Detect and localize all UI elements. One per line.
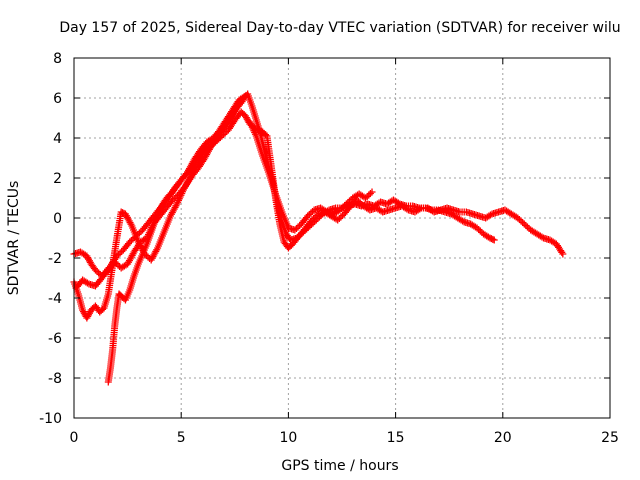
data-point bbox=[484, 233, 492, 241]
data-point bbox=[519, 219, 527, 226]
y-tick-label: 6 bbox=[53, 91, 62, 107]
data-point bbox=[169, 196, 177, 204]
chart-title: Day 157 of 2025, Sidereal Day-to-day VTE… bbox=[59, 20, 620, 36]
data-point bbox=[362, 194, 370, 202]
y-tick-label: 2 bbox=[53, 171, 62, 187]
data-point bbox=[356, 199, 364, 207]
data-points bbox=[70, 90, 567, 386]
data-point bbox=[490, 236, 498, 244]
data-point bbox=[93, 268, 101, 275]
data-point bbox=[304, 212, 312, 220]
data-point bbox=[515, 216, 523, 223]
data-point bbox=[337, 213, 345, 221]
y-tick-label: -2 bbox=[48, 251, 62, 267]
data-point bbox=[363, 193, 371, 200]
y-tick-label: -8 bbox=[48, 371, 62, 387]
data-point bbox=[111, 258, 119, 266]
data-point bbox=[475, 226, 483, 233]
data-point bbox=[294, 223, 302, 231]
data-point bbox=[355, 198, 363, 205]
data-point bbox=[334, 216, 342, 224]
x-tick-label: 5 bbox=[177, 430, 186, 446]
data-point bbox=[172, 193, 180, 201]
data-point bbox=[83, 279, 91, 287]
data-point bbox=[112, 260, 120, 267]
y-tick-label: -4 bbox=[48, 291, 62, 307]
data-point bbox=[91, 266, 99, 274]
x-tick-label: 15 bbox=[387, 430, 405, 446]
data-point bbox=[170, 195, 178, 202]
data-point bbox=[559, 250, 567, 258]
data-point bbox=[305, 211, 313, 218]
x-tick-label: 25 bbox=[601, 430, 619, 446]
data-point bbox=[346, 197, 354, 205]
data-point bbox=[307, 209, 315, 217]
x-tick-label: 10 bbox=[279, 430, 297, 446]
data-point bbox=[366, 190, 374, 197]
x-tick-label: 20 bbox=[494, 430, 512, 446]
data-point bbox=[242, 92, 250, 100]
data-point bbox=[459, 217, 467, 225]
y-tick-label: -6 bbox=[48, 331, 62, 347]
data-point bbox=[514, 214, 522, 222]
data-point bbox=[473, 224, 481, 232]
data-point bbox=[341, 202, 349, 209]
data-point bbox=[239, 96, 247, 104]
data-point bbox=[291, 226, 299, 234]
data-point bbox=[522, 222, 530, 229]
data-point bbox=[486, 211, 494, 219]
data-point bbox=[335, 215, 343, 222]
data-point bbox=[403, 205, 411, 213]
data-point bbox=[558, 248, 566, 256]
data-point bbox=[310, 215, 318, 222]
y-axis-label: SDTVAR / TECUs bbox=[6, 181, 22, 296]
axis-ticks: 0 5 10 15 20 25 -10 -8 -6 -4 -2 0 2 4 6 8 bbox=[39, 51, 619, 446]
y-tick-label: -10 bbox=[39, 411, 62, 427]
data-point bbox=[114, 261, 122, 269]
data-point bbox=[538, 233, 546, 241]
data-point bbox=[311, 213, 319, 221]
data-point bbox=[135, 229, 143, 237]
data-point bbox=[365, 191, 373, 199]
data-point bbox=[342, 200, 350, 208]
y-tick-label: 4 bbox=[53, 131, 62, 147]
data-point bbox=[126, 238, 134, 246]
data-point bbox=[489, 235, 497, 243]
data-point bbox=[127, 237, 135, 244]
data-point bbox=[339, 203, 347, 211]
x-axis-label: GPS time / hours bbox=[281, 458, 398, 474]
x-tick-label: 0 bbox=[70, 430, 79, 446]
data-point bbox=[368, 188, 376, 196]
data-point bbox=[114, 251, 122, 258]
data-point bbox=[308, 216, 316, 224]
data-point bbox=[336, 206, 344, 214]
y-tick-label: 8 bbox=[53, 51, 62, 67]
data-point bbox=[476, 227, 484, 235]
data-point bbox=[520, 220, 528, 228]
data-point bbox=[344, 199, 352, 206]
data-point bbox=[292, 225, 300, 232]
data-point bbox=[95, 269, 103, 277]
data-point bbox=[517, 217, 525, 225]
data-point bbox=[321, 207, 329, 215]
data-point bbox=[238, 98, 246, 106]
y-tick-label: 0 bbox=[53, 211, 62, 227]
plot-frame bbox=[73, 57, 611, 419]
data-point bbox=[337, 205, 345, 212]
data-point bbox=[523, 223, 531, 231]
data-point bbox=[416, 205, 424, 213]
